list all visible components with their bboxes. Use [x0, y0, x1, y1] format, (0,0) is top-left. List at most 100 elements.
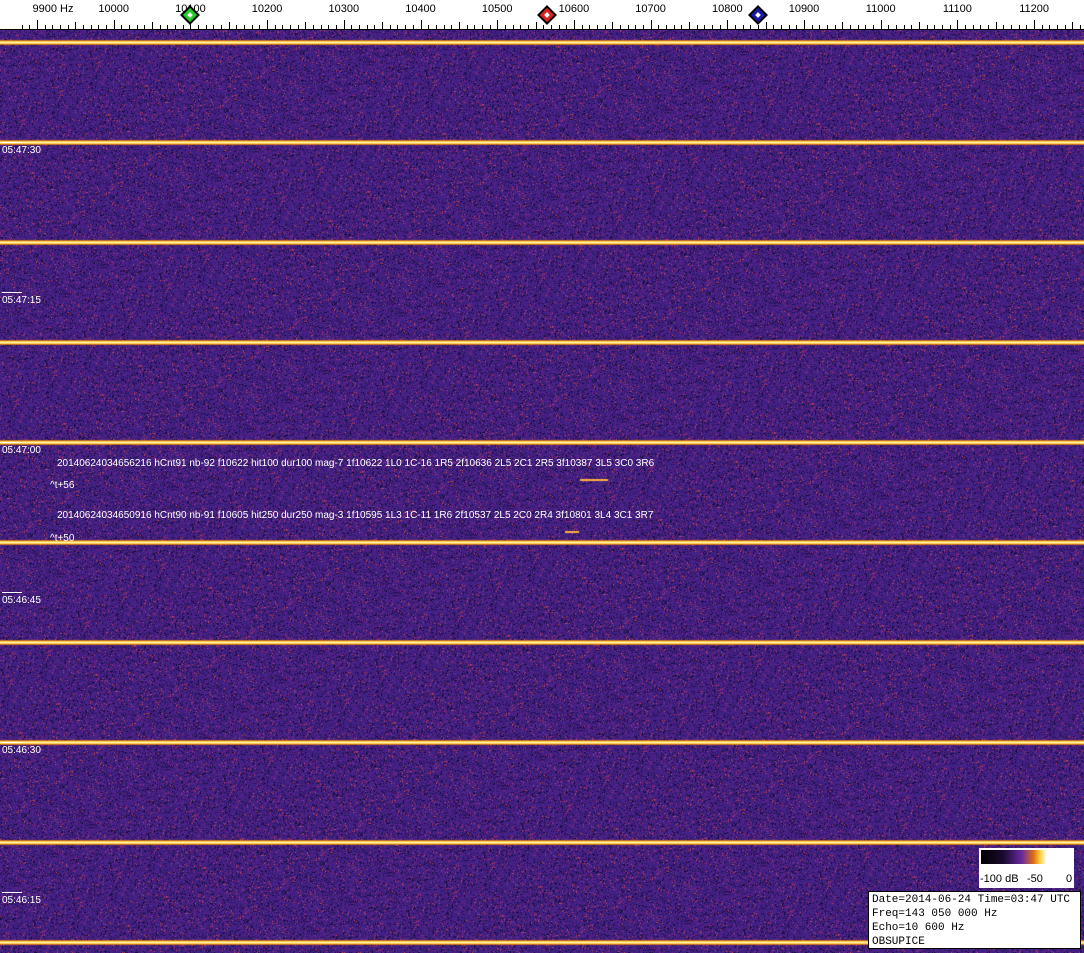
minor-tick [566, 25, 568, 30]
scale-label-max: 0 [1066, 873, 1073, 885]
minor-tick [1080, 25, 1082, 30]
axis-baseline [0, 29, 1084, 30]
tick-label: 10400 [405, 3, 436, 15]
minor-tick [827, 25, 828, 30]
tick-label: 11100 [942, 3, 972, 15]
minor-tick [328, 25, 330, 30]
info-date-time: Date=2014-06-24 Time=03:47 UTC [872, 894, 1071, 906]
minor-tick [90, 25, 92, 30]
minor-tick [757, 25, 759, 30]
minor-tick [911, 25, 913, 30]
mid-tick [305, 22, 307, 30]
scale-label-mid: -50 [1027, 873, 1043, 885]
mid-tick [152, 22, 154, 30]
time-label: 05:47:00 [2, 442, 41, 456]
minor-tick [205, 25, 207, 30]
frequency-axis: 9900 Hz100001010010200103001040010500106… [0, 0, 1084, 30]
mid-tick [458, 22, 460, 30]
minor-tick [926, 25, 928, 30]
minor-tick [29, 25, 31, 30]
minor-tick [665, 25, 667, 30]
minor-tick [711, 25, 713, 30]
minor-tick [504, 25, 506, 30]
info-box: Date=2014-06-24 Time=03:47 UTC Freq=143 … [868, 891, 1081, 949]
minor-tick [282, 25, 284, 30]
tick-label: 11000 [865, 3, 896, 15]
minor-tick [942, 25, 944, 30]
time-label: 05:46:30 [2, 742, 41, 756]
tick-label: 10800 [712, 3, 743, 15]
minor-tick [596, 25, 598, 30]
minor-tick [527, 25, 529, 30]
minor-tick [888, 25, 890, 30]
minor-tick [550, 25, 552, 30]
minor-tick [106, 25, 108, 30]
mid-tick [995, 22, 997, 30]
minor-tick [696, 25, 698, 30]
time-label: 05:46:45 [2, 592, 41, 606]
tick-label: 10500 [481, 3, 513, 15]
major-tick [113, 20, 115, 30]
info-echo: Echo=10 600 Hz [872, 922, 965, 934]
minor-tick [336, 25, 338, 30]
minor-tick [98, 25, 100, 30]
minor-tick [1018, 25, 1020, 30]
major-tick [420, 20, 422, 30]
mid-tick [535, 22, 537, 30]
major-tick [190, 20, 192, 30]
mid-tick [1072, 22, 1074, 30]
minor-tick [443, 25, 445, 30]
tick-label: 11200 [1019, 3, 1049, 15]
minor-tick [1064, 25, 1066, 30]
major-tick [343, 20, 345, 30]
minor-tick [581, 25, 583, 30]
minor-tick [182, 25, 184, 30]
frequency-marker-icon[interactable] [537, 5, 557, 25]
minor-tick [788, 25, 790, 30]
minor-tick [213, 25, 215, 30]
detection-offset-2: ^t+50 [50, 533, 75, 544]
minor-tick [589, 25, 591, 30]
minor-tick [742, 25, 744, 30]
minor-tick [251, 25, 253, 30]
color-scale: -100 dB -50 0 [979, 848, 1074, 888]
tick-label: 10700 [635, 3, 666, 15]
time-label: 05:47:15 [2, 292, 41, 306]
minor-tick [1049, 25, 1051, 30]
minor-tick [167, 25, 169, 30]
mid-tick [382, 22, 384, 30]
minor-tick [850, 25, 852, 30]
major-tick [804, 20, 805, 30]
minor-tick [175, 25, 177, 30]
minor-tick [435, 25, 437, 30]
minor-tick [819, 25, 821, 30]
minor-tick [428, 25, 430, 30]
tick-label: 10600 [558, 3, 590, 15]
minor-tick [129, 25, 131, 30]
minor-tick [619, 25, 621, 30]
minor-tick [903, 25, 905, 30]
minor-tick [412, 25, 414, 30]
mid-tick [612, 22, 614, 30]
tick-label: 10000 [98, 3, 129, 15]
minor-tick [1011, 25, 1013, 30]
minor-tick [21, 25, 23, 30]
minor-tick [297, 25, 299, 30]
minor-tick [543, 25, 545, 30]
minor-tick [811, 25, 813, 30]
minor-tick [896, 25, 898, 30]
minor-tick [1041, 25, 1043, 30]
minor-tick [397, 25, 399, 30]
minor-tick [83, 25, 85, 30]
tick-label: 9900 Hz [32, 3, 74, 15]
minor-tick [988, 25, 990, 30]
minor-tick [274, 25, 276, 30]
minor-tick [972, 25, 974, 30]
detection-line-2: 20140624034650916 hCnt90 nb-91 f10605 hi… [57, 510, 654, 521]
minor-tick [512, 25, 514, 30]
major-tick [957, 20, 959, 30]
info-frequency: Freq=143 050 000 Hz [872, 908, 998, 920]
minor-tick [259, 25, 261, 30]
minor-tick [834, 25, 836, 30]
minor-tick [359, 25, 361, 30]
